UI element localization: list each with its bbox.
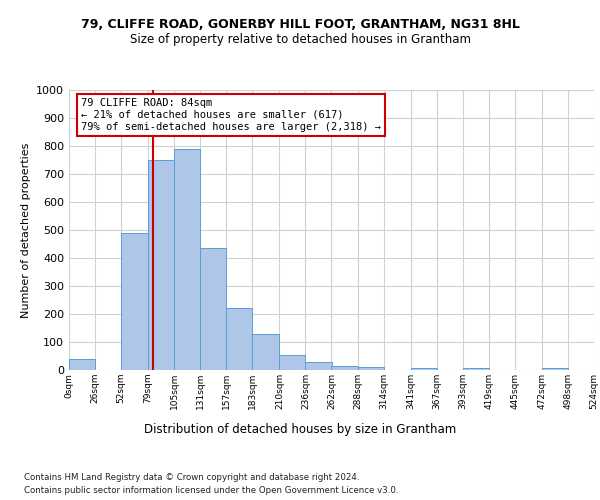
Bar (121, 233, 148, 370)
Bar (174, 149, 200, 370)
Bar (280, 356, 305, 370)
Text: Size of property relative to detached houses in Grantham: Size of property relative to detached ho… (130, 32, 470, 46)
Text: Contains HM Land Registry data © Crown copyright and database right 2024.: Contains HM Land Registry data © Crown c… (24, 472, 359, 482)
Bar (358, 367, 383, 370)
Bar (253, 334, 280, 370)
Text: 79, CLIFFE ROAD, GONERBY HILL FOOT, GRANTHAM, NG31 8HL: 79, CLIFFE ROAD, GONERBY HILL FOOT, GRAN… (80, 18, 520, 30)
Bar (148, 160, 174, 370)
Text: Contains public sector information licensed under the Open Government Licence v3: Contains public sector information licen… (24, 486, 398, 495)
Bar (542, 368, 568, 370)
Bar (200, 248, 226, 370)
Text: Distribution of detached houses by size in Grantham: Distribution of detached houses by size … (144, 422, 456, 436)
Bar (226, 308, 253, 370)
Text: 79 CLIFFE ROAD: 84sqm
← 21% of detached houses are smaller (617)
79% of semi-det: 79 CLIFFE ROAD: 84sqm ← 21% of detached … (81, 98, 381, 132)
Bar (463, 368, 489, 370)
Y-axis label: Number of detached properties: Number of detached properties (20, 142, 31, 318)
Bar (305, 362, 331, 370)
Bar (69, 359, 95, 370)
Bar (331, 366, 358, 370)
Bar (410, 368, 437, 370)
